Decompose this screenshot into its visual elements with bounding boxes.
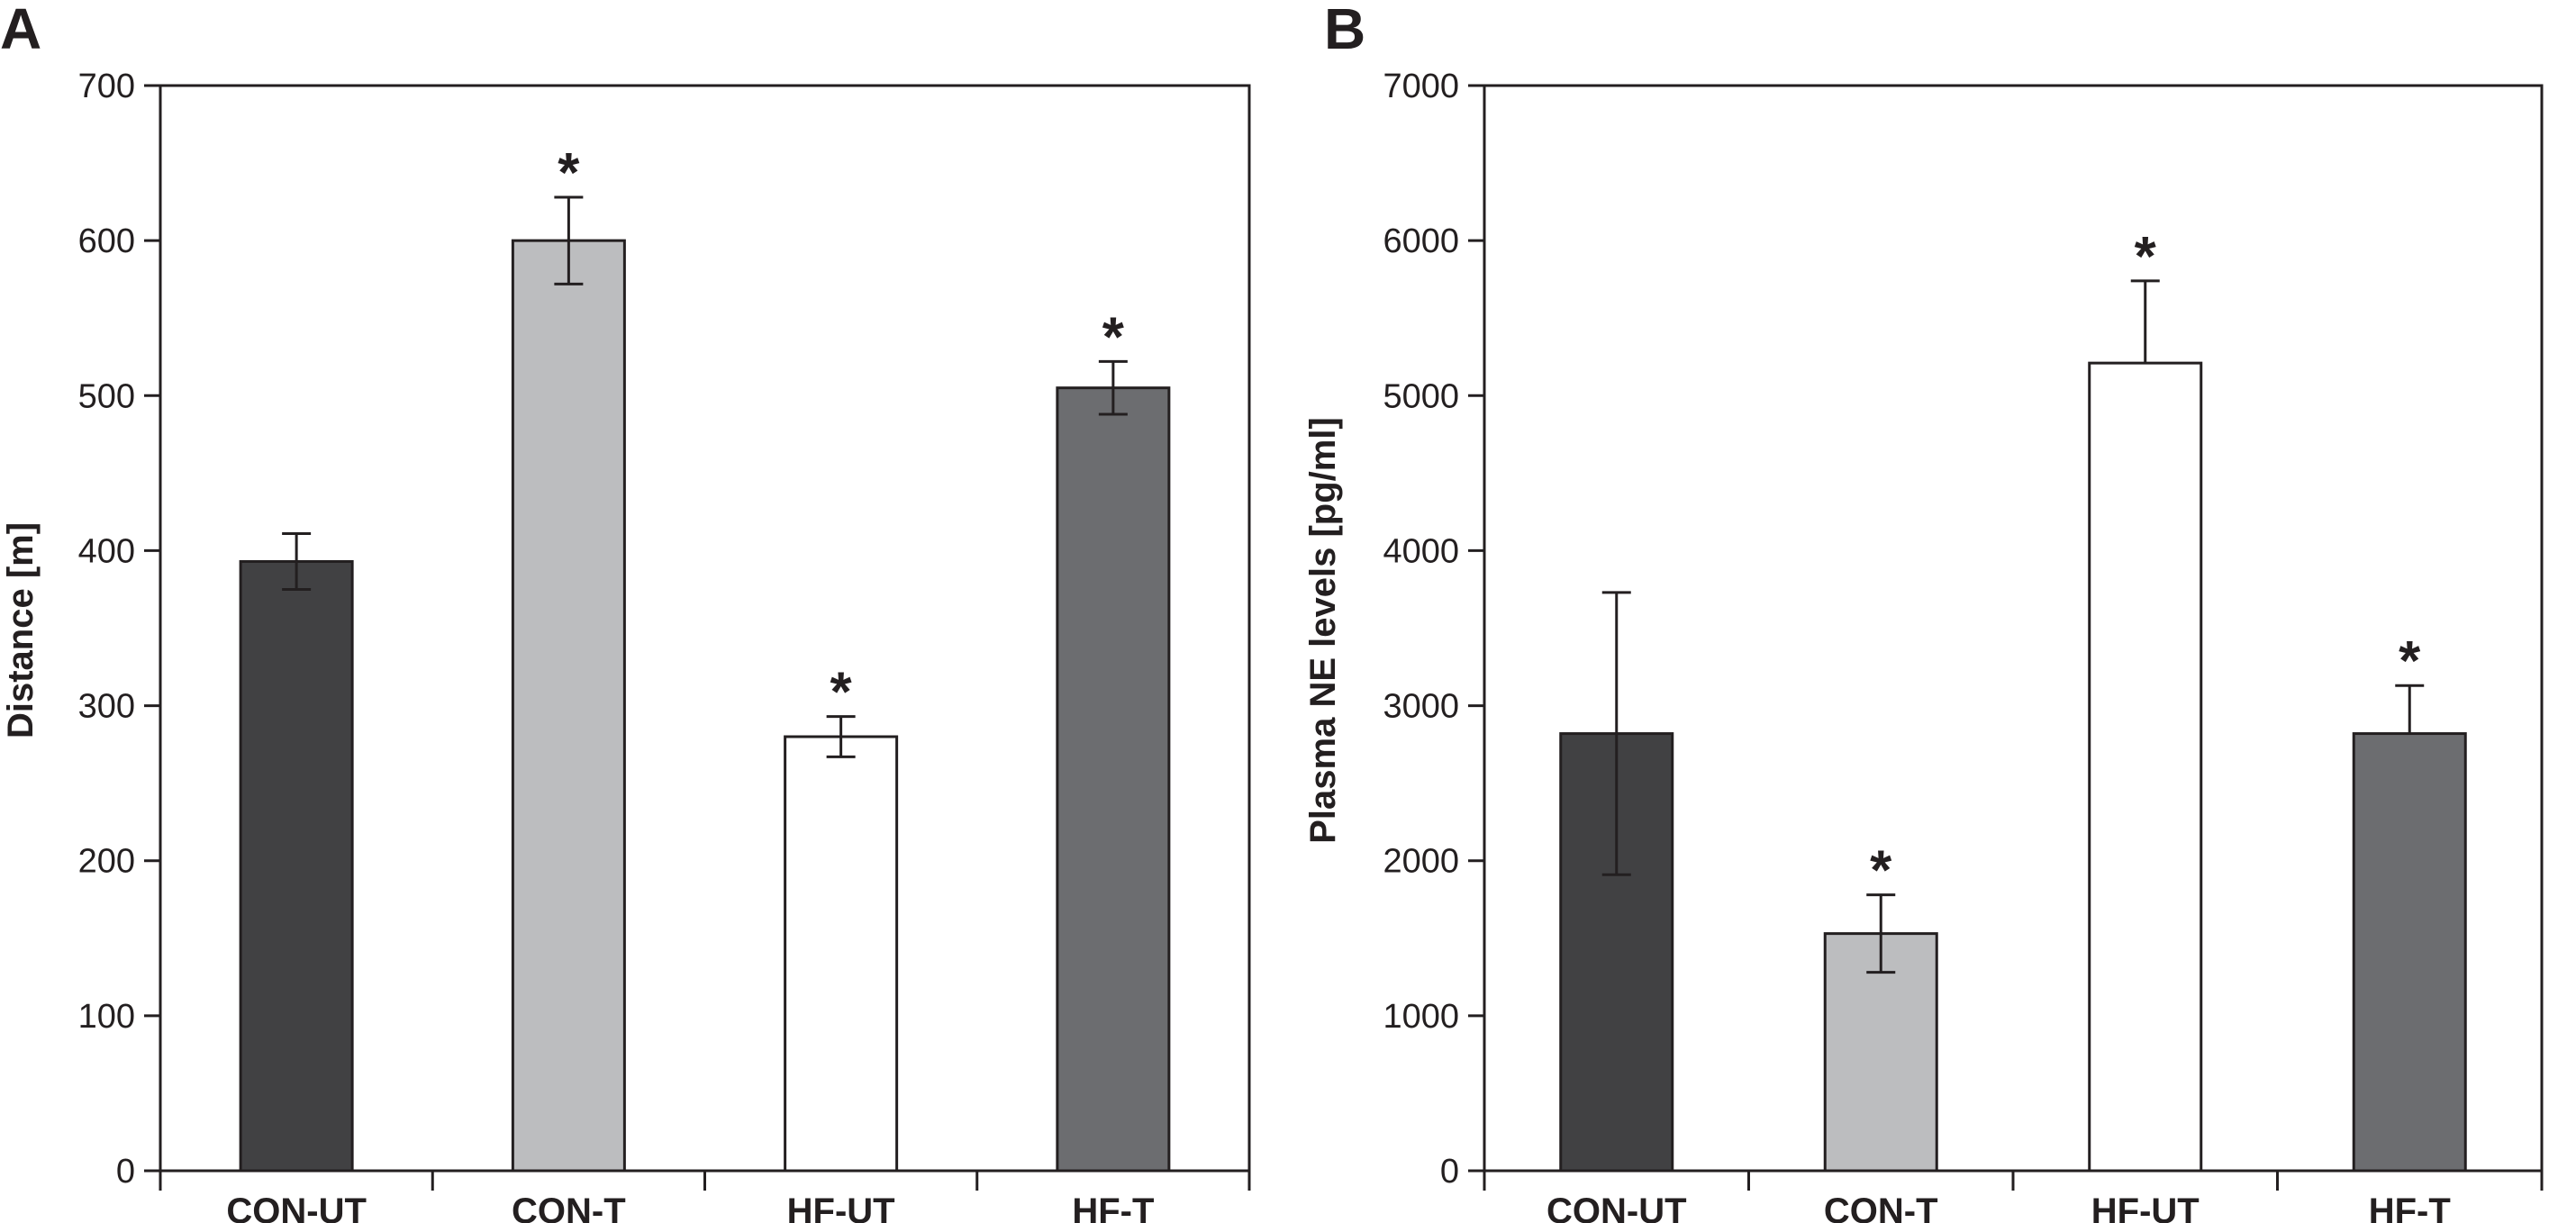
significance-marker-a: *	[1102, 306, 1125, 368]
x-category-label-a: CON-T	[512, 1191, 626, 1223]
significance-marker-b: *	[2399, 630, 2421, 693]
y-tick-label-b: 1000	[1383, 998, 1459, 1036]
significance-marker-a: *	[558, 142, 580, 204]
x-category-label-b: HF-T	[2369, 1191, 2451, 1223]
y-tick-label-a: 300	[78, 688, 135, 726]
y-axis-label-a: Distance [m]	[1, 522, 41, 738]
y-tick-label-a: 100	[78, 998, 135, 1036]
x-category-label-a: HF-T	[1072, 1191, 1154, 1223]
x-category-label-b: HF-UT	[2091, 1191, 2200, 1223]
y-tick-label-b: 4000	[1383, 532, 1459, 570]
y-tick-label-b: 6000	[1383, 222, 1459, 260]
y-tick-label-a: 0	[116, 1153, 135, 1191]
bar-a-con-t	[511, 239, 626, 1173]
y-tick-label-b: 0	[1440, 1153, 1459, 1191]
y-tick-label-a: 200	[78, 843, 135, 881]
y-tick-label-b: 3000	[1383, 688, 1459, 726]
bar-b-hf-t	[2352, 732, 2467, 1173]
significance-marker-a: *	[830, 662, 853, 724]
y-tick-label-a: 500	[78, 377, 135, 415]
significance-marker-b: *	[2135, 226, 2157, 288]
panel-letter-a: A	[0, 0, 41, 61]
y-tick-label-a: 600	[78, 222, 135, 260]
significance-marker-b: *	[1870, 840, 1892, 902]
y-tick-label-b: 5000	[1383, 377, 1459, 415]
panel-letter-b: B	[1324, 0, 1365, 61]
bar-a-con-ut	[239, 559, 354, 1173]
y-axis-label-b: Plasma NE levels [pg/ml]	[1303, 417, 1343, 844]
y-tick-label-a: 400	[78, 532, 135, 570]
panel-a-chart: A 0 100 200 300 400 500 600 700 Distance [m] CON-U…	[0, 0, 1251, 1223]
y-tick-label-b: 7000	[1383, 68, 1459, 105]
bar-a-hf-ut	[784, 735, 899, 1173]
y-tick-label-a: 700	[78, 68, 135, 105]
x-category-label-b: CON-UT	[1547, 1191, 1687, 1223]
x-category-label-b: CON-T	[1824, 1191, 1938, 1223]
x-category-label-a: CON-UT	[226, 1191, 367, 1223]
bar-a-hf-t	[1056, 386, 1171, 1173]
panel-b-chart: B 0 1000 2000 3000 4000 5000 6000 7000 Plasma NE …	[1303, 0, 2544, 1223]
bar-b-hf-ut	[2088, 361, 2203, 1173]
y-tick-label-b: 2000	[1383, 843, 1459, 881]
x-category-label-a: HF-UT	[787, 1191, 895, 1223]
